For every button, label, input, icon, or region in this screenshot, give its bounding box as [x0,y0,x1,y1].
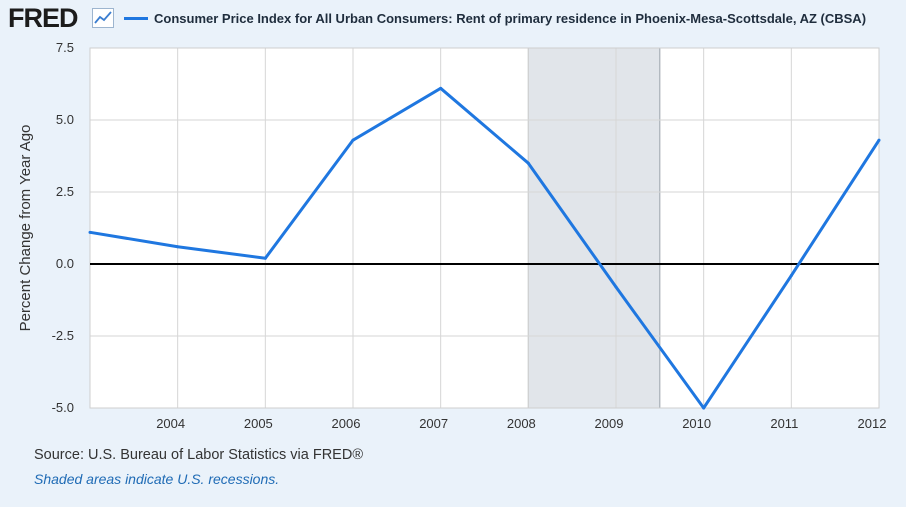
x-tick-label: 2011 [770,416,798,431]
data-point[interactable] [439,86,443,90]
data-point[interactable] [702,406,706,410]
grid-layer [89,47,880,409]
recession-layer [527,48,661,408]
y-tick-label: 0.0 [56,256,74,271]
data-points [88,86,881,410]
chart-header: FRED Consumer Price Index for All Urban … [0,0,906,38]
plot-area [90,48,879,408]
x-tick-label: 2008 [507,416,536,431]
recession-shade [528,48,660,408]
legend-series-label[interactable]: Consumer Price Index for All Urban Consu… [154,10,867,26]
data-point[interactable] [351,138,355,142]
y-tick-label: 5.0 [56,112,74,127]
data-point[interactable] [614,285,618,289]
y-axis-ticks: 7.5 5.0 2.5 0.0 -2.5 -5.0 [52,40,74,415]
series-line[interactable] [89,86,881,410]
y-tick-label: -5.0 [52,400,74,415]
x-tick-label: 2007 [419,416,448,431]
y-tick-label: -2.5 [52,328,74,343]
x-tick-label: 2012 [858,416,887,431]
legend-swatch [124,16,148,20]
data-point[interactable] [88,230,92,234]
source-text: Source: U.S. Bureau of Labor Statistics … [34,447,364,463]
x-tick-label: 2009 [595,416,624,431]
plot-border [89,47,880,409]
y-tick-label: 2.5 [56,184,74,199]
data-point[interactable] [526,161,530,165]
recession-note[interactable]: Shaded areas indicate U.S. recessions. [34,471,280,487]
data-point[interactable] [263,256,267,260]
x-tick-label: 2010 [682,416,711,431]
fred-logo[interactable]: FRED [8,3,78,33]
x-tick-label: 2004 [156,416,185,431]
data-point[interactable] [789,274,793,278]
y-tick-label: 7.5 [56,40,74,55]
data-point[interactable] [176,245,180,249]
y-axis-label: Percent Change from Year Ago [17,125,34,332]
x-axis-ticks: 2004 2005 2006 2007 2008 2009 2010 2011 2012 [156,416,886,431]
x-tick-label: 2005 [244,416,273,431]
line-chart: 7.55.02.50.0-2.5-5.0 2004 2005 2006 2007 200… [17,40,886,431]
legend: Consumer Price Index for All Urban Consu… [124,8,866,28]
data-point[interactable] [877,138,881,142]
line-chart-icon [92,8,114,28]
x-tick-label: 2006 [332,416,361,431]
